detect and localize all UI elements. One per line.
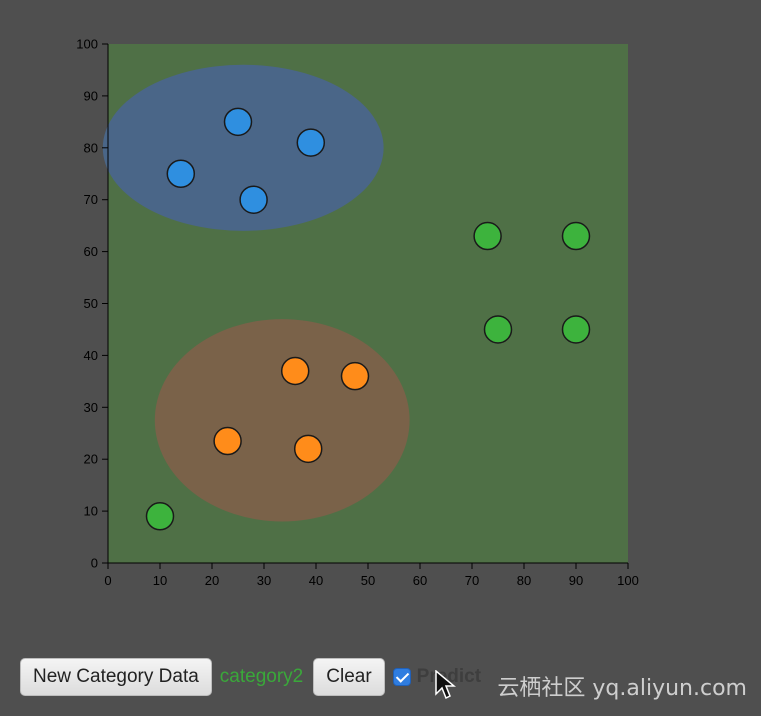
x-tick-label: 70 <box>465 573 479 588</box>
x-tick-label: 0 <box>104 573 111 588</box>
data-point <box>166 159 196 188</box>
data-point <box>473 221 502 251</box>
toolbar: New Category Data category2 Clear Predic… <box>20 658 481 696</box>
data-point <box>239 185 268 214</box>
data-point <box>280 356 310 386</box>
data-point <box>561 221 591 251</box>
x-tick-label: 100 <box>617 573 639 588</box>
y-tick-label: 70 <box>84 192 98 207</box>
y-tick-label: 60 <box>84 244 98 259</box>
y-tick-label: 10 <box>84 504 98 519</box>
x-tick-label: 80 <box>517 573 531 588</box>
scatter-chart: 0 10 20 30 40 50 60 70 80 90 100 0 10 20 30 40 50 60 70 80 9… <box>76 37 639 589</box>
predict-label: Predict <box>416 666 482 687</box>
data-point <box>213 426 242 456</box>
data-point <box>561 315 591 344</box>
y-tick-label: 100 <box>76 37 98 52</box>
data-point <box>145 502 175 531</box>
data-point <box>296 128 326 157</box>
prediction-region-category3 <box>154 319 410 522</box>
y-tick-label: 0 <box>91 556 98 571</box>
data-point <box>483 315 513 344</box>
x-tick-label: 50 <box>361 573 375 588</box>
y-tick-label: 40 <box>84 348 98 363</box>
watermark: 云栖社区 yq.aliyun.com <box>497 676 747 701</box>
new-category-data-button[interactable]: New Category Data <box>20 658 212 696</box>
y-tick-label: 50 <box>84 296 98 311</box>
y-tick-label: 20 <box>84 452 98 467</box>
predict-checkbox[interactable] <box>392 668 411 686</box>
x-tick-label: 90 <box>569 573 583 588</box>
clear-button[interactable]: Clear <box>313 658 385 696</box>
current-category-label: category2 <box>219 666 304 687</box>
x-tick-label: 40 <box>309 573 323 588</box>
prediction-region-category1 <box>102 64 384 231</box>
data-point <box>340 361 370 391</box>
data-point <box>223 107 253 137</box>
y-tick-label: 30 <box>84 400 98 415</box>
x-tick-label: 60 <box>413 573 427 588</box>
mouse-cursor-icon <box>435 670 456 700</box>
y-tick-label: 80 <box>84 140 98 155</box>
data-point <box>293 434 323 464</box>
x-tick-label: 20 <box>205 573 219 588</box>
y-tick-label: 90 <box>84 88 98 103</box>
x-tick-label: 10 <box>153 573 167 588</box>
x-tick-label: 30 <box>257 573 271 588</box>
